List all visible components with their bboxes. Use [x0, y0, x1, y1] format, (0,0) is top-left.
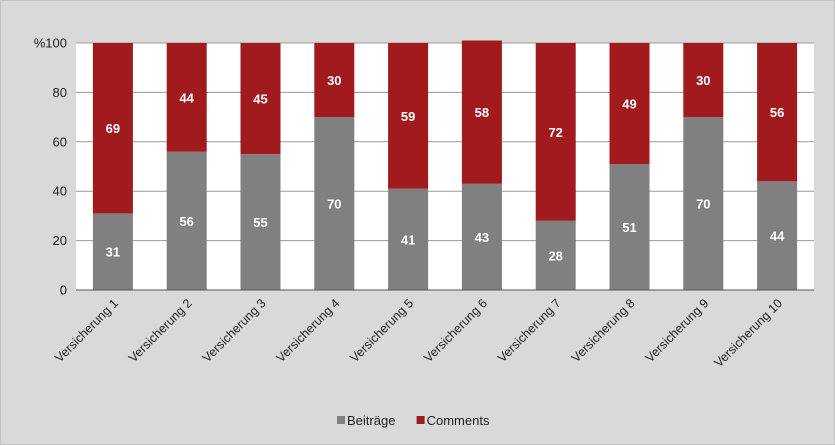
bar-segment-beitraege	[461, 183, 502, 290]
y-tick-label: 60	[53, 134, 67, 149]
bar-segment-beitraege	[166, 151, 207, 290]
data-label: 44	[179, 90, 194, 105]
x-tick-label: Versicherung 2	[126, 296, 195, 365]
bar-segment-comments	[240, 43, 281, 155]
bar-segment-comments	[683, 43, 724, 118]
data-label: 45	[253, 92, 267, 107]
x-tick-label: Versicherung 3	[200, 296, 269, 365]
x-tick-label: Versicherung 9	[643, 296, 712, 365]
legend-swatch	[337, 416, 345, 424]
bars	[92, 40, 798, 290]
x-tick-label: Versicherung 8	[569, 296, 638, 365]
data-label: 31	[106, 245, 120, 260]
y-tick-label: 20	[53, 233, 67, 248]
data-label: 72	[548, 125, 562, 140]
bar-segment-beitraege	[535, 220, 576, 290]
legend-label: Beiträge	[347, 413, 395, 428]
bar-segment-beitraege	[609, 164, 650, 290]
data-label: 56	[770, 105, 784, 120]
y-tick-label: 40	[53, 184, 67, 199]
bar-segment-beitraege	[92, 213, 133, 290]
data-label: 69	[106, 121, 120, 136]
data-label: 55	[253, 215, 267, 230]
data-label: 30	[327, 73, 341, 88]
bar-segment-comments	[609, 43, 650, 165]
data-label: 28	[548, 248, 562, 263]
bar-segment-beitraege	[683, 117, 724, 290]
bar-segment-comments	[757, 43, 798, 182]
x-tick-label: Versicherung 10	[711, 296, 785, 370]
y-tick-label: 80	[53, 85, 67, 100]
y-tick-label: %100	[34, 36, 67, 51]
legend-swatch	[416, 416, 425, 424]
x-tick-label: Versicherung 6	[421, 296, 490, 365]
x-tick-label: Versicherung 1	[52, 296, 121, 365]
data-label: 58	[475, 105, 489, 120]
data-label: 43	[475, 230, 489, 245]
bar-segment-comments	[92, 43, 133, 214]
legend: Beiträge Comments	[337, 413, 490, 428]
bar-segment-comments	[535, 43, 576, 221]
x-tick-label: Versicherung 7	[495, 296, 564, 365]
data-label: 59	[401, 109, 415, 124]
bar-segment-beitraege	[240, 154, 281, 290]
bar-segment-comments	[314, 43, 355, 118]
data-label: 49	[622, 97, 636, 112]
data-labels: 31 69 56 44 55 45 70 30 41 59 43 58 28 72 51 49 70 30 44 56	[106, 73, 785, 263]
data-label: 44	[770, 229, 785, 244]
data-label: 70	[696, 197, 710, 212]
data-label: 51	[622, 220, 636, 235]
data-label: 30	[696, 73, 710, 88]
y-tick-label: 0	[60, 283, 67, 298]
x-tick-label: Versicherung 5	[347, 296, 416, 365]
bar-segment-beitraege	[388, 188, 429, 290]
data-label: 56	[179, 214, 193, 229]
data-label: 70	[327, 197, 341, 212]
bar-segment-beitraege	[314, 117, 355, 290]
bar-segment-beitraege	[757, 181, 798, 290]
bar-segment-comments	[388, 43, 429, 189]
bar-segment-comments	[166, 43, 207, 152]
legend-label: Comments	[427, 413, 490, 428]
x-tick-label: Versicherung 4	[274, 296, 343, 365]
bar-segment-comments	[461, 40, 502, 184]
data-label: 41	[401, 232, 415, 247]
